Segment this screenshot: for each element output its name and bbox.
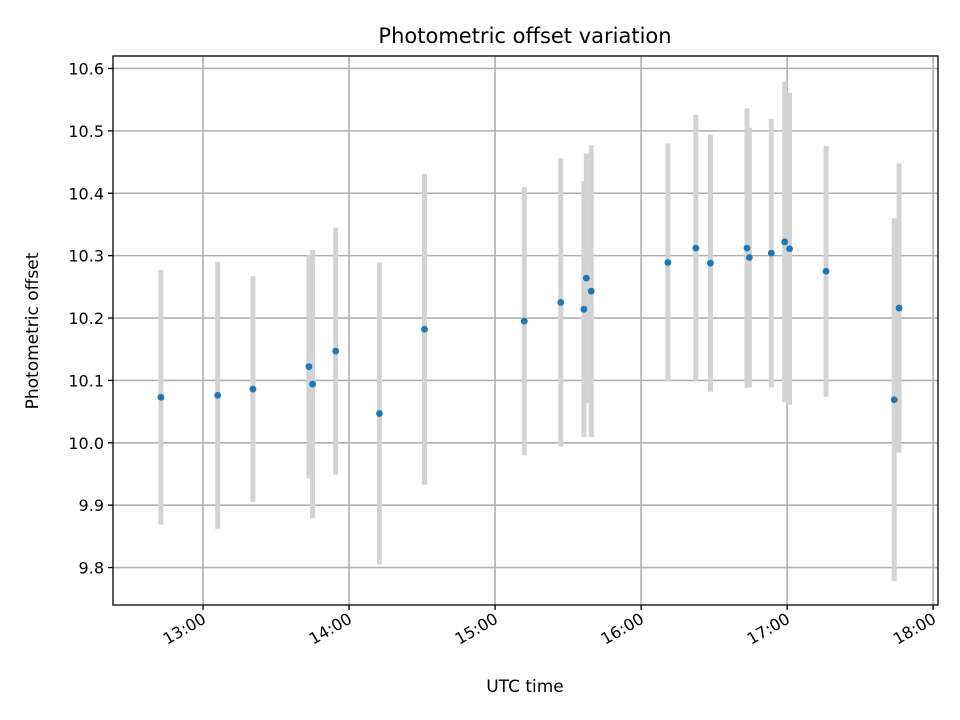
data-point-16 bbox=[743, 244, 751, 252]
data-point-3 bbox=[305, 363, 313, 371]
y-tick-label: 10.2 bbox=[68, 309, 104, 328]
data-point-20 bbox=[786, 245, 793, 253]
data-point-21 bbox=[822, 267, 830, 275]
data-point-11 bbox=[582, 274, 590, 282]
data-point-17 bbox=[745, 254, 753, 261]
data-points bbox=[157, 238, 903, 417]
y-tick-label: 10.4 bbox=[68, 184, 104, 203]
x-tick-label: 14:00 bbox=[306, 609, 355, 649]
data-point-7 bbox=[421, 325, 428, 333]
y-tick-label: 9.8 bbox=[79, 559, 104, 578]
y-tick-label: 10.0 bbox=[68, 434, 104, 453]
y-axis-label: Photometric offset bbox=[23, 252, 43, 409]
y-tick-label: 10.1 bbox=[68, 371, 104, 390]
data-point-9 bbox=[557, 299, 565, 306]
x-tick-label: 13:00 bbox=[160, 609, 209, 649]
y-tick-label: 10.6 bbox=[68, 59, 104, 78]
data-point-13 bbox=[664, 259, 672, 266]
data-point-10 bbox=[580, 305, 588, 313]
y-tick-label: 10.5 bbox=[68, 122, 104, 141]
data-point-22 bbox=[890, 396, 898, 404]
data-point-14 bbox=[692, 244, 700, 252]
data-point-8 bbox=[520, 317, 528, 325]
data-point-23 bbox=[895, 304, 903, 312]
data-point-18 bbox=[767, 249, 775, 257]
x-tick-label: 17:00 bbox=[744, 609, 793, 649]
data-point-12 bbox=[587, 287, 595, 295]
chart-title: Photometric offset variation bbox=[378, 24, 671, 48]
data-point-5 bbox=[332, 347, 340, 355]
x-tick-label: 16:00 bbox=[598, 609, 647, 649]
data-point-15 bbox=[707, 259, 714, 267]
data-point-0 bbox=[157, 393, 165, 401]
data-point-19 bbox=[781, 238, 789, 246]
data-point-6 bbox=[376, 410, 383, 417]
y-tick-label: 9.9 bbox=[79, 496, 104, 515]
y-tick-label: 10.3 bbox=[68, 247, 104, 266]
data-point-1 bbox=[214, 391, 222, 399]
x-axis-label: UTC time bbox=[486, 677, 564, 697]
ticks: 13:00 14:00 15:00 16:00 17:00 18:00 9.8 9.9 10.0… bbox=[68, 59, 939, 648]
x-tick-label: 18:00 bbox=[890, 609, 939, 649]
plot-frame bbox=[112, 55, 939, 606]
error-bars bbox=[158, 81, 902, 582]
data-point-2 bbox=[249, 385, 257, 393]
x-tick-label: 15:00 bbox=[452, 609, 501, 649]
data-point-4 bbox=[309, 380, 316, 388]
